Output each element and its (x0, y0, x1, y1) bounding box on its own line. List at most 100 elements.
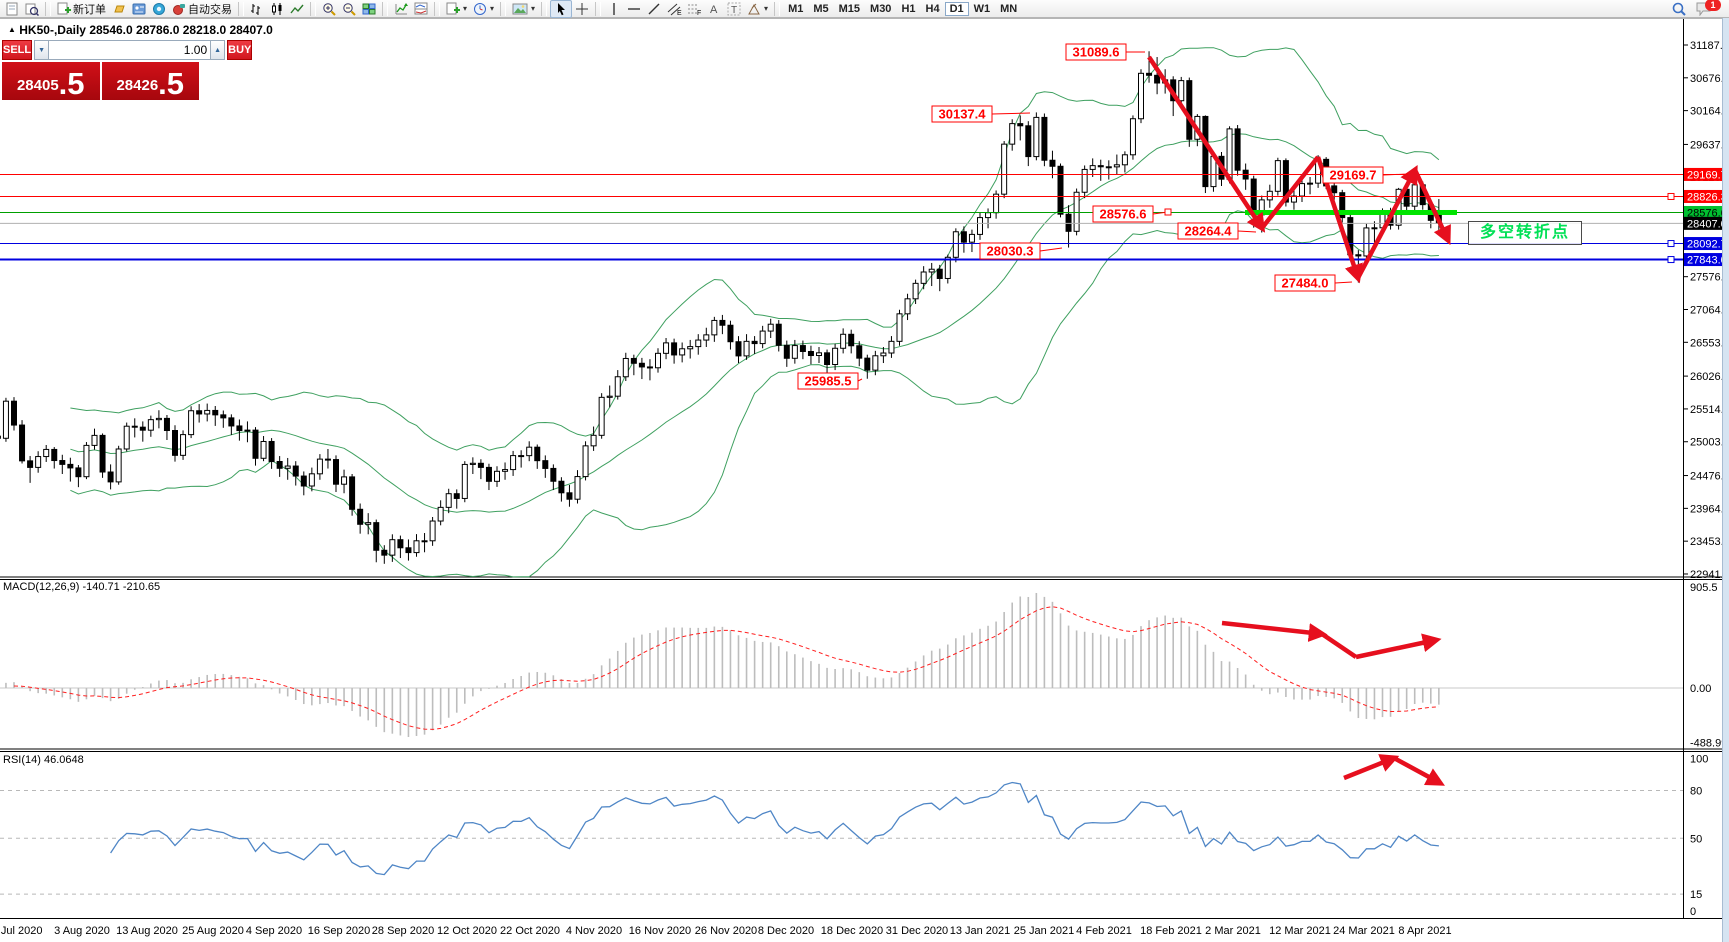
notifications-icon[interactable]: 1 (1695, 0, 1721, 17)
toolbar: 新订单 自动交易 ▾ ▾ ▾ E F A T ▾ (0, 0, 1729, 18)
indicator-window-icon[interactable] (411, 1, 431, 17)
candle-body (260, 440, 267, 459)
webphone-icon[interactable] (149, 1, 169, 17)
timeframe-button-h4[interactable]: H4 (925, 2, 940, 15)
accounts-icon[interactable] (129, 1, 149, 17)
bar-chart-mode-icon[interactable] (247, 1, 267, 17)
period-dropdown[interactable]: ▾ (470, 1, 497, 17)
trend-arrow[interactable] (1412, 169, 1451, 246)
chevron-down-icon: ▾ (463, 4, 468, 13)
candle-body (1299, 183, 1305, 197)
timeframe-button-m5[interactable]: M5 (813, 2, 829, 15)
price-annotation[interactable]: 30137.4 (931, 105, 1031, 123)
volume-decrease-button[interactable]: ▼ (34, 40, 50, 60)
candle-body (59, 460, 66, 465)
candle-body (204, 409, 211, 415)
candle-body (228, 417, 235, 427)
timeframe-button-w1[interactable]: W1 (973, 2, 991, 15)
volume-input[interactable] (49, 40, 211, 60)
window-scrollbar[interactable] (1722, 0, 1729, 942)
candle-body (1234, 128, 1241, 171)
date-label: 25 Aug 2020 (182, 925, 244, 937)
timeframe-button-m15[interactable]: M15 (838, 2, 861, 15)
price-annotation[interactable]: 28264.4 (1177, 222, 1257, 240)
chart-profile-icon[interactable] (22, 1, 42, 17)
candle-body (1146, 72, 1153, 76)
candle-body (952, 231, 959, 258)
macd-trend-arrow[interactable] (1320, 632, 1358, 659)
zoom-out-icon[interactable] (339, 1, 359, 17)
trend-arrow[interactable] (1147, 55, 1266, 233)
price-tick-label: 23453.0 (1690, 536, 1729, 548)
gold-icon[interactable] (109, 1, 129, 17)
sell-price-display[interactable]: 28405.5 (2, 62, 100, 100)
price-annotation[interactable]: 28030.3 (979, 242, 1063, 260)
candle-body (349, 476, 356, 510)
price-annotation[interactable]: 25985.5 (797, 372, 863, 390)
buy-button[interactable]: BUY (227, 40, 253, 60)
svg-text:E: E (677, 10, 682, 16)
macd-trend-arrow[interactable] (1355, 633, 1442, 660)
candle-body (115, 448, 122, 483)
vertical-line-tool-icon[interactable] (604, 1, 624, 17)
sell-button[interactable]: SELL (2, 40, 33, 60)
candle-body (977, 217, 983, 235)
candle-body (308, 473, 315, 487)
turning-point-note[interactable]: 多空转折点 (1468, 221, 1582, 245)
candle-body (445, 493, 452, 508)
price-annotation[interactable]: 29169.7 (1322, 166, 1409, 184)
date-label: 12 Oct 2020 (437, 925, 497, 937)
candle-body (671, 342, 678, 356)
new-chart-icon[interactable] (2, 1, 22, 17)
macd-trend-arrow[interactable] (1221, 620, 1328, 642)
trend-arrow[interactable] (1356, 164, 1418, 280)
channel-tool-icon[interactable]: E (664, 1, 684, 17)
timeframe-button-m30[interactable]: M30 (870, 2, 892, 15)
autotrade-button[interactable]: 自动交易 (169, 1, 235, 17)
date-label: 24 Mar 2021 (1333, 925, 1395, 937)
rsi-trend-arrow[interactable] (1343, 754, 1400, 781)
candle-body (413, 540, 420, 554)
trend-arrow[interactable] (1260, 155, 1320, 230)
line-chart-mode-icon[interactable] (287, 1, 307, 17)
price-tag (1684, 189, 1729, 203)
rsi-trend-arrow[interactable] (1392, 756, 1445, 786)
price-annotation[interactable]: 31089.6 (1065, 43, 1145, 61)
candlestick-mode-icon[interactable] (267, 1, 287, 17)
shapes-dropdown[interactable]: ▾ (744, 1, 771, 17)
indicators-icon[interactable] (391, 1, 411, 17)
timeframe-button-m1[interactable]: M1 (788, 2, 804, 15)
text-tool-icon[interactable]: A (704, 1, 724, 17)
candle-body (558, 480, 565, 494)
price-annotation[interactable]: 27484.0 (1274, 274, 1353, 292)
template-dropdown[interactable]: ▾ (509, 1, 538, 17)
add-indicator-dropdown[interactable]: ▾ (443, 1, 470, 17)
candle-body (872, 355, 879, 371)
cursor-tool-icon[interactable] (550, 0, 573, 18)
annotation-text: 28264.4 (1185, 224, 1233, 239)
macd-scale-label: 0.00 (1690, 683, 1711, 695)
horizontal-line-tool-icon[interactable] (624, 1, 644, 17)
timeframe-button-h1[interactable]: H1 (901, 2, 916, 15)
search-icon[interactable] (1669, 1, 1689, 17)
candle-body (1105, 166, 1112, 169)
tile-windows-icon[interactable] (359, 1, 379, 17)
trendline-tool-icon[interactable] (644, 1, 664, 17)
price-annotation[interactable]: 28576.6 (1092, 205, 1172, 223)
volume-increase-button[interactable]: ▲ (210, 40, 226, 60)
new-order-button[interactable]: 新订单 (54, 1, 109, 17)
candle-body (284, 465, 291, 469)
fibonacci-tool-icon[interactable]: F (684, 1, 704, 17)
zoom-in-icon[interactable] (319, 1, 339, 17)
timeframe-button-d1[interactable]: D1 (944, 1, 969, 16)
candle-body (614, 376, 621, 397)
timeframe-button-mn[interactable]: MN (1000, 2, 1018, 15)
price-tag-text: 28092.7 (1687, 239, 1727, 251)
label-tool-icon[interactable]: T (724, 1, 744, 17)
candle-body (888, 340, 895, 354)
line-handle (1667, 256, 1675, 264)
candle-body (526, 446, 533, 457)
buy-price-display[interactable]: 28426.5 (101, 62, 199, 100)
crosshair-tool-icon[interactable] (572, 1, 592, 17)
